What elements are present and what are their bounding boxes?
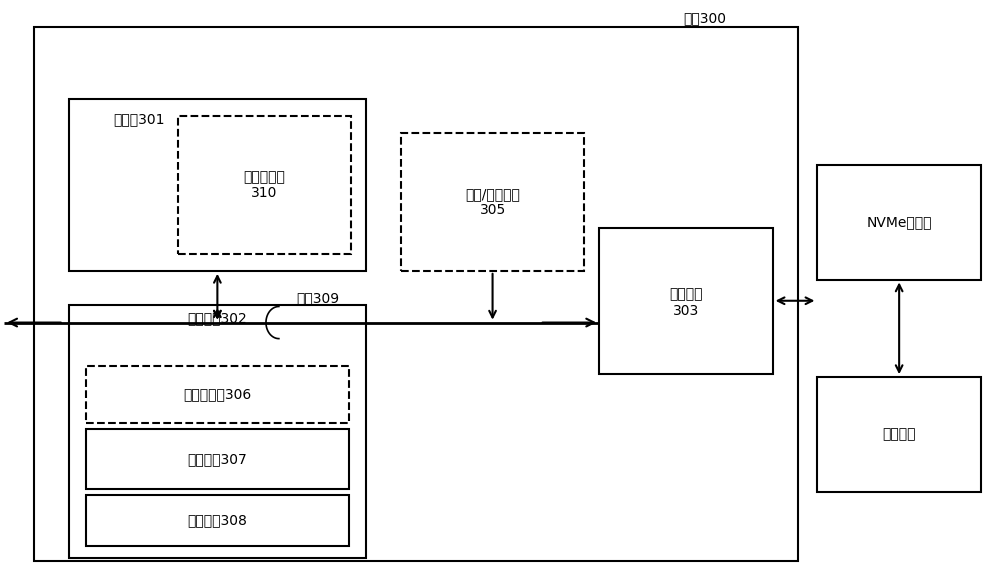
Bar — [86, 365, 349, 423]
Bar — [401, 133, 584, 271]
Bar — [86, 495, 349, 546]
Text: 操作系统308: 操作系统308 — [187, 513, 247, 527]
Bar — [817, 377, 981, 492]
Text: 读操作模块306: 读操作模块306 — [183, 387, 252, 401]
Text: 总线309: 总线309 — [297, 292, 340, 306]
Text: 主机300: 主机300 — [683, 12, 726, 26]
Text: 读操作逻辑
310: 读操作逻辑 310 — [244, 170, 285, 200]
Text: 存储介质: 存储介质 — [882, 427, 916, 441]
Bar — [178, 116, 351, 254]
Text: 应用程序307: 应用程序307 — [188, 452, 247, 466]
Text: 处理器301: 处理器301 — [113, 112, 165, 126]
Bar — [599, 228, 773, 374]
Bar — [69, 99, 366, 271]
Text: 输入/输出接口
305: 输入/输出接口 305 — [465, 187, 520, 217]
Text: 通信接口
303: 通信接口 303 — [669, 288, 703, 318]
Bar — [86, 429, 349, 489]
Bar — [817, 165, 981, 279]
Text: NVMe控制器: NVMe控制器 — [866, 215, 932, 229]
Bar — [34, 27, 798, 560]
Text: 系统内存302: 系统内存302 — [188, 311, 247, 325]
Bar — [69, 306, 366, 558]
